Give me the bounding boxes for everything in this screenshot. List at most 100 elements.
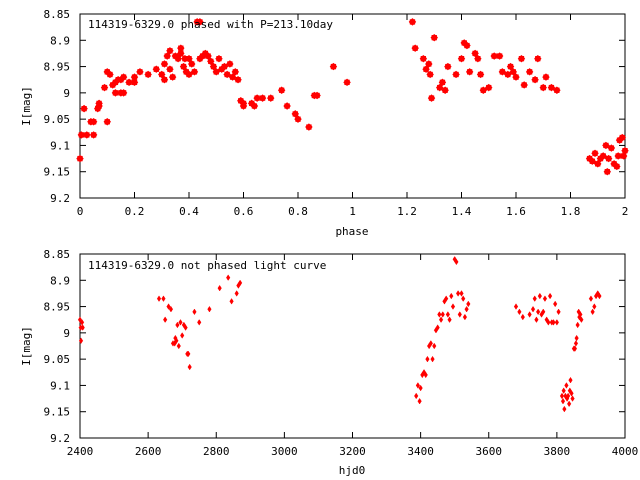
phased-data-point bbox=[294, 115, 302, 123]
phased-y-tick-label: 8.95 bbox=[44, 61, 71, 74]
phased-data-points bbox=[76, 18, 629, 176]
unphased-data-point bbox=[513, 303, 519, 310]
phased-x-tick-label: 0.4 bbox=[179, 205, 199, 218]
unphased-y-tick-label: 9.15 bbox=[44, 406, 71, 419]
phased-data-point bbox=[239, 99, 248, 108]
unphased-data-point bbox=[237, 279, 243, 287]
unphased-data-point bbox=[217, 284, 222, 292]
unphased-data-point bbox=[567, 400, 572, 408]
unphased-data-point bbox=[161, 295, 166, 302]
unphased-data-point bbox=[415, 382, 420, 389]
unphased-data-point bbox=[542, 295, 548, 302]
phased-y-tick-label: 9.1 bbox=[50, 139, 70, 152]
unphased-chart-title: 114319-6329.0 not phased light curve bbox=[88, 259, 326, 272]
phased-data-point bbox=[223, 70, 231, 79]
unphased-data-point bbox=[234, 290, 239, 297]
phased-data-point bbox=[258, 94, 267, 102]
unphased-data-point bbox=[561, 387, 566, 394]
unphased-x-tick-labels: 2400 2600 2800 3000 3200 3400 3600 3800 4000 bbox=[67, 445, 639, 458]
unphased-x-tick-label: 3200 bbox=[339, 445, 366, 458]
unphased-y-tick-label: 8.9 bbox=[50, 274, 70, 287]
unphased-data-point bbox=[449, 292, 454, 300]
phased-data-point bbox=[77, 131, 86, 139]
unphased-data-points bbox=[77, 255, 602, 413]
unphased-data-point bbox=[579, 316, 584, 323]
phased-data-point bbox=[485, 83, 493, 92]
unphased-data-point bbox=[459, 290, 464, 297]
unphased-y-tick-label: 9.05 bbox=[44, 353, 71, 366]
phased-x-tick-labels: 0 0.2 0.4 0.6 0.8 1 1.2 1.4 1.6 1.8 2 bbox=[77, 205, 629, 218]
phased-data-point bbox=[495, 52, 504, 60]
phased-data-point bbox=[89, 118, 98, 126]
phased-x-tick-label: 2 bbox=[622, 205, 629, 218]
unphased-data-point bbox=[175, 321, 180, 329]
unphased-data-point bbox=[444, 295, 449, 302]
unphased-data-point bbox=[546, 319, 551, 326]
phased-data-point bbox=[465, 68, 474, 76]
unphased-data-point bbox=[466, 300, 471, 308]
unphased-data-point bbox=[166, 303, 171, 310]
phased-data-point bbox=[179, 62, 188, 71]
phased-y-tick-labels: 8.85 8.9 8.95 9 9.05 9.1 9.15 9.2 bbox=[44, 8, 71, 205]
phased-x-tick-label: 1.8 bbox=[561, 205, 581, 218]
phased-data-point bbox=[498, 68, 507, 76]
phased-data-point bbox=[103, 118, 111, 126]
unphased-data-point bbox=[534, 316, 539, 323]
unphased-data-point bbox=[575, 321, 580, 329]
unphased-y-tick-label: 9.1 bbox=[50, 379, 70, 392]
phased-y-tick-label: 9.2 bbox=[50, 192, 70, 205]
phased-data-point bbox=[209, 62, 218, 71]
phased-y-tick-label: 9.15 bbox=[44, 166, 71, 179]
unphased-x-tick-label: 3800 bbox=[544, 445, 571, 458]
unphased-y-tick-label: 8.85 bbox=[44, 248, 71, 261]
unphased-data-point bbox=[457, 311, 462, 318]
unphased-y-axis-label: I[mag] bbox=[20, 326, 33, 366]
phased-data-point bbox=[267, 94, 275, 102]
phased-data-point bbox=[525, 68, 534, 76]
phased-y-tick-label: 9 bbox=[63, 87, 70, 100]
phased-x-tick-label: 0.2 bbox=[125, 205, 145, 218]
phased-data-point bbox=[621, 146, 629, 155]
unphased-data-point bbox=[450, 303, 456, 310]
unphased-data-point bbox=[462, 313, 468, 321]
unphased-data-point bbox=[560, 397, 566, 405]
phased-data-point bbox=[277, 86, 286, 94]
phased-data-point bbox=[427, 94, 436, 102]
phased-x-axis-label: phase bbox=[335, 225, 368, 238]
phased-data-point bbox=[474, 54, 482, 63]
phased-data-point bbox=[517, 54, 526, 63]
phased-data-point bbox=[613, 162, 621, 171]
phased-data-point bbox=[250, 102, 259, 110]
phased-data-point bbox=[619, 152, 628, 160]
unphased-data-point bbox=[187, 363, 192, 371]
phased-data-point bbox=[168, 73, 177, 81]
unphased-data-point bbox=[573, 340, 579, 347]
unphased-x-tick-label: 3400 bbox=[407, 445, 434, 458]
phased-data-point bbox=[160, 75, 169, 84]
unphased-x-tick-label: 3000 bbox=[271, 445, 298, 458]
phased-data-point bbox=[408, 18, 417, 26]
unphased-x-tick-label: 4000 bbox=[612, 445, 639, 458]
unphased-x-tick-label: 2600 bbox=[135, 445, 162, 458]
unphased-data-point bbox=[562, 405, 567, 413]
unphased-data-point bbox=[554, 319, 559, 326]
unphased-data-point bbox=[423, 371, 428, 379]
phased-data-point bbox=[425, 60, 433, 68]
phased-data-point bbox=[215, 54, 223, 63]
phased-x-tick-label: 1.4 bbox=[452, 205, 472, 218]
phased-data-point bbox=[539, 83, 547, 92]
phased-data-point bbox=[602, 141, 610, 150]
unphased-data-point bbox=[432, 342, 437, 350]
phased-data-point bbox=[119, 73, 128, 81]
unphased-data-point bbox=[192, 308, 197, 316]
phased-data-point bbox=[160, 60, 169, 68]
phased-data-point bbox=[594, 160, 602, 168]
unphased-data-point bbox=[80, 324, 85, 331]
phased-data-point bbox=[185, 70, 193, 79]
phased-x-tick-label: 1.6 bbox=[506, 205, 526, 218]
phased-data-point bbox=[490, 52, 498, 60]
unphased-y-tick-label: 9.2 bbox=[50, 432, 70, 445]
phased-x-tick-label: 1 bbox=[349, 205, 356, 218]
phased-data-point bbox=[291, 110, 299, 118]
phased-data-point bbox=[228, 73, 237, 81]
